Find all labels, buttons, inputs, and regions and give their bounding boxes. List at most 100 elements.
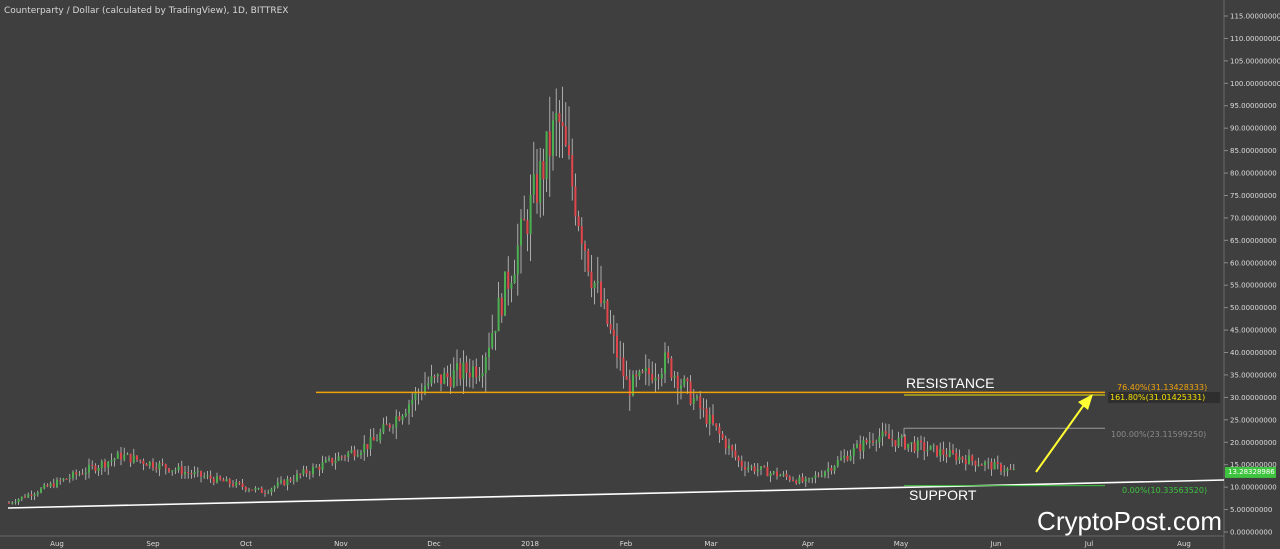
- candle-body: [942, 449, 945, 455]
- candle-body: [411, 399, 414, 405]
- candle-body: [251, 489, 254, 491]
- candle-body: [43, 484, 46, 489]
- candle-body: [750, 466, 753, 468]
- candle-body: [756, 469, 759, 472]
- y-tick-label: 55.00000000: [1230, 282, 1277, 290]
- candle-body: [510, 283, 513, 289]
- candle-body: [904, 436, 906, 449]
- candle-body: [552, 120, 554, 156]
- candle-body: [801, 477, 804, 482]
- candle-body: [561, 122, 564, 127]
- candle-body: [11, 502, 14, 504]
- candle-body: [836, 460, 839, 467]
- x-tick-label: 2018: [521, 540, 539, 548]
- candle-body: [14, 502, 17, 504]
- candle-body: [203, 476, 206, 478]
- candle-body: [392, 427, 394, 429]
- candle-body: [545, 131, 548, 180]
- fib-0-label: 0.00%(10.33563520): [1122, 486, 1207, 495]
- candlesticks: [8, 86, 1015, 505]
- candle-body: [334, 460, 337, 464]
- candle-body: [244, 487, 247, 490]
- candle-body: [968, 455, 970, 465]
- projection-arrowhead: [1078, 394, 1093, 410]
- candle-body: [622, 357, 625, 377]
- candle-body: [676, 375, 679, 389]
- candle-body: [680, 385, 682, 389]
- candle-body: [817, 475, 820, 477]
- candle-body: [555, 113, 558, 121]
- x-tick-label: Jul: [1084, 540, 1094, 548]
- y-tick-label: 50.00000000: [1230, 304, 1277, 312]
- candle-body: [308, 473, 311, 475]
- candle-body: [190, 473, 193, 475]
- candle-body: [126, 453, 129, 455]
- candle-body: [68, 477, 71, 479]
- candle-body: [113, 458, 116, 461]
- candle-body: [980, 464, 983, 466]
- candle-body: [456, 363, 458, 371]
- y-tick-label: 90.00000000: [1230, 125, 1277, 133]
- candle-body: [878, 436, 881, 443]
- candle-body: [600, 281, 602, 304]
- watermark: CryptoPost.com: [1037, 506, 1222, 536]
- candle-body: [379, 432, 382, 441]
- candle-body: [328, 458, 330, 460]
- candle-body: [481, 373, 484, 377]
- candle-body: [840, 457, 842, 461]
- candle-body: [72, 472, 74, 478]
- candle-body: [24, 496, 26, 498]
- y-tick-label: 75.00000000: [1230, 192, 1277, 200]
- candle-body: [760, 466, 762, 470]
- candle-body: [350, 450, 353, 453]
- candle-body: [536, 174, 538, 203]
- candle-body: [564, 126, 567, 146]
- candle-body: [619, 357, 622, 359]
- candle-body: [625, 376, 628, 380]
- y-tick-label: 10.00000000: [1230, 484, 1277, 492]
- candle-body: [958, 456, 961, 461]
- candle-body: [462, 362, 465, 379]
- candle-body: [1012, 469, 1015, 471]
- candle-body: [513, 274, 516, 284]
- support-trendline[interactable]: [7, 479, 1225, 509]
- candle-body: [804, 478, 807, 482]
- candle-body: [484, 357, 487, 374]
- candle-body: [107, 461, 110, 468]
- candle-body: [856, 443, 858, 448]
- candle-body: [91, 464, 94, 466]
- candle-body: [753, 466, 756, 472]
- candle-body: [955, 452, 958, 461]
- candle-body: [132, 455, 135, 463]
- candle-body: [110, 460, 113, 462]
- candle-body: [654, 377, 657, 381]
- candle-body: [1000, 464, 1002, 472]
- candle-body: [900, 436, 903, 438]
- y-tick-label: 15.00000000: [1230, 461, 1277, 469]
- candle-body: [344, 456, 346, 458]
- candle-body: [440, 374, 442, 384]
- candle-body: [401, 415, 404, 421]
- x-tick-label: Apr: [802, 540, 814, 548]
- candle-body: [920, 440, 922, 443]
- candle-body: [692, 398, 695, 404]
- candle-body: [171, 470, 174, 472]
- candle-body: [433, 376, 436, 378]
- candle-body: [228, 479, 231, 485]
- candle-body: [667, 352, 670, 359]
- y-tick-label: 45.00000000: [1230, 327, 1277, 335]
- candle-body: [276, 482, 279, 487]
- candle-body: [142, 460, 145, 465]
- x-tick-label: Aug: [50, 540, 64, 548]
- candle-body: [376, 440, 378, 442]
- candle-body: [641, 371, 644, 373]
- candle-body: [472, 366, 474, 378]
- x-tick-label: Nov: [334, 540, 348, 548]
- candle-body: [363, 444, 366, 453]
- candle-body: [315, 466, 318, 468]
- candle-body: [964, 459, 967, 465]
- candle-body: [843, 455, 846, 458]
- candle-body: [772, 471, 775, 473]
- candle-body: [78, 473, 81, 475]
